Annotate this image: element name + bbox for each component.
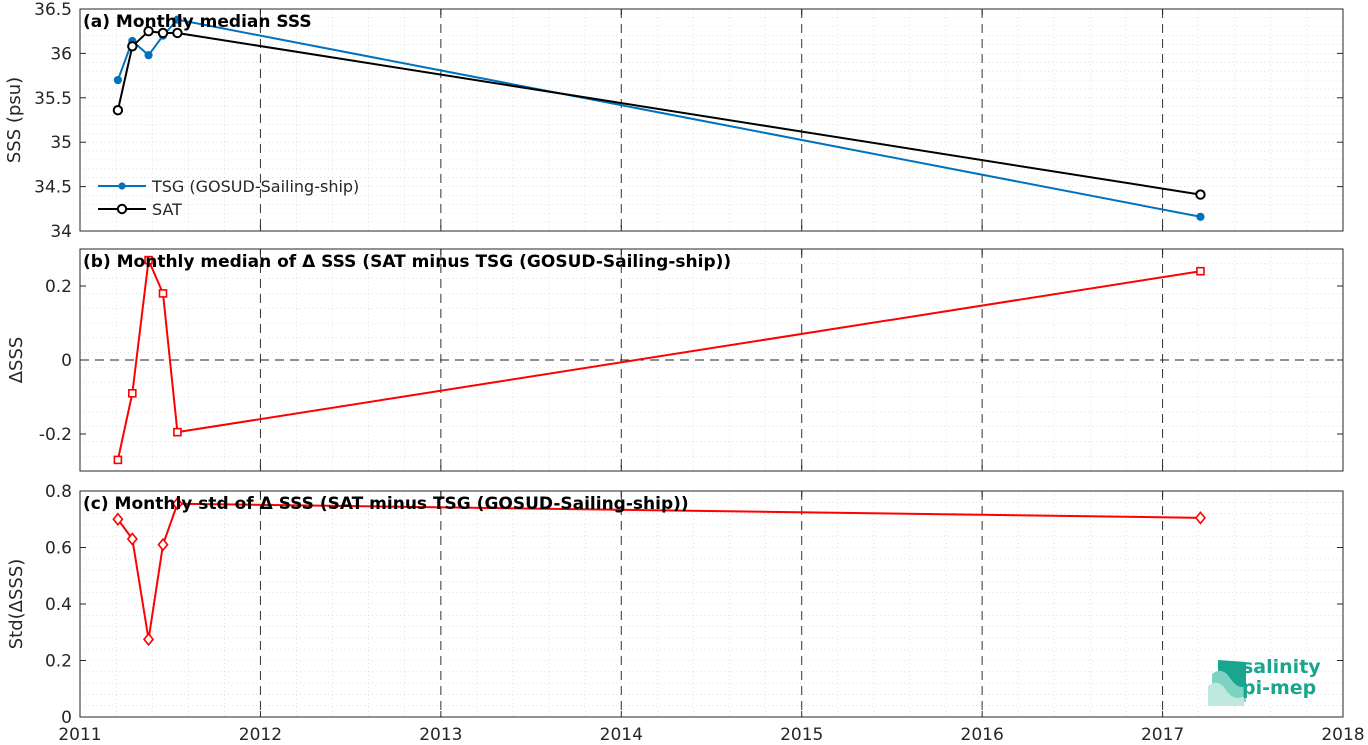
- data-point: [157, 537, 169, 552]
- series-line: [116, 30, 1201, 196]
- panel-a: 34 34.5 35 35.5 36 36.5 SSS (psu) (a) Monthly m…: [4, 0, 1344, 242]
- data-point: [143, 26, 154, 37]
- legend-marker: [116, 203, 128, 215]
- plot-area: [80, 9, 1343, 231]
- legend-marker: [118, 182, 126, 190]
- ytick-label: 0.2: [45, 652, 72, 672]
- xtick-label: 2017: [1141, 725, 1184, 745]
- logo-text: salinity pi-mep: [1242, 657, 1321, 699]
- data-point: [173, 15, 182, 24]
- ytick-label: 0: [61, 351, 72, 371]
- axes-frame: [79, 8, 1344, 232]
- data-point: [113, 455, 123, 465]
- xtick-label: 2013: [419, 725, 462, 745]
- ytick-label: 36.5: [34, 0, 72, 20]
- ytick-label: 35: [50, 133, 72, 153]
- panel-title: (a) Monthly median SSS: [83, 12, 312, 32]
- y-axis-label: SSS (psu): [4, 77, 25, 163]
- panel-c: 0 0.2 0.4 0.6 0.8 Std(ΔSSS) (c) Monthly std of…: [6, 482, 1344, 728]
- data-point: [172, 27, 183, 39]
- data-point: [127, 41, 138, 52]
- ytick-label: 0.8: [45, 482, 72, 502]
- data-point: [173, 427, 182, 437]
- data-point: [144, 51, 153, 60]
- xtick-label: 2016: [961, 725, 1004, 745]
- panel-b: -0.2 0 0.2 ΔSSS (b) Monthly median of Δ SSS …: [6, 248, 1344, 472]
- xtick-label: 2011: [58, 725, 101, 745]
- y-axis-label: Std(ΔSSS): [6, 559, 27, 650]
- data-point: [126, 532, 138, 546]
- data-point: [1196, 212, 1205, 221]
- data-point: [113, 75, 122, 85]
- ytick-label: 34: [50, 222, 72, 242]
- ytick-label: 0.4: [45, 595, 72, 615]
- xtick-label: 2018: [1321, 725, 1364, 745]
- data-point: [144, 255, 153, 265]
- legend-label: TSG (GOSUD-Sailing-ship): [151, 177, 359, 196]
- data-point: [1194, 511, 1206, 525]
- data-point: [171, 496, 183, 511]
- ytick-label: 34.5: [34, 178, 72, 198]
- logo-line1: salinity: [1242, 656, 1321, 678]
- ytick-label: -0.2: [39, 425, 72, 445]
- ytick-label: 0: [61, 708, 72, 728]
- y-axis-label: ΔSSS: [6, 337, 27, 384]
- ytick-label: 0.6: [45, 539, 72, 559]
- ytick-label: 0.2: [45, 277, 72, 297]
- panel-title: (c) Monthly std of Δ SSS (SAT minus TSG …: [83, 494, 689, 514]
- logo-waves-icon: [1208, 660, 1246, 706]
- plot-area: [80, 491, 1343, 717]
- data-point: [112, 512, 124, 527]
- ytick-label: 36: [50, 44, 72, 64]
- axes-frame: [79, 248, 1344, 472]
- axes-frame: [79, 490, 1344, 718]
- logo-line2: pi-mep: [1242, 677, 1317, 699]
- legend-label: SAT: [152, 200, 182, 219]
- ytick-label: 35.5: [34, 89, 72, 109]
- data-point: [158, 289, 168, 298]
- xtick-label: 2014: [600, 725, 643, 745]
- data-point: [157, 27, 169, 39]
- data-point: [128, 388, 137, 398]
- salinity-pi-mep-logo: [1208, 656, 1368, 708]
- data-point: [112, 105, 124, 116]
- panel-title: (b) Monthly median of Δ SSS (SAT minus T…: [83, 252, 731, 272]
- legend: TSG (GOSUD-Sailing-ship) SAT: [98, 177, 359, 219]
- series-line: [116, 259, 1201, 461]
- data-point: [1195, 189, 1206, 200]
- data-point: [1196, 266, 1205, 276]
- xtick-label: 2012: [239, 725, 282, 745]
- data-point: [143, 632, 155, 647]
- xtick-label: 2015: [780, 725, 823, 745]
